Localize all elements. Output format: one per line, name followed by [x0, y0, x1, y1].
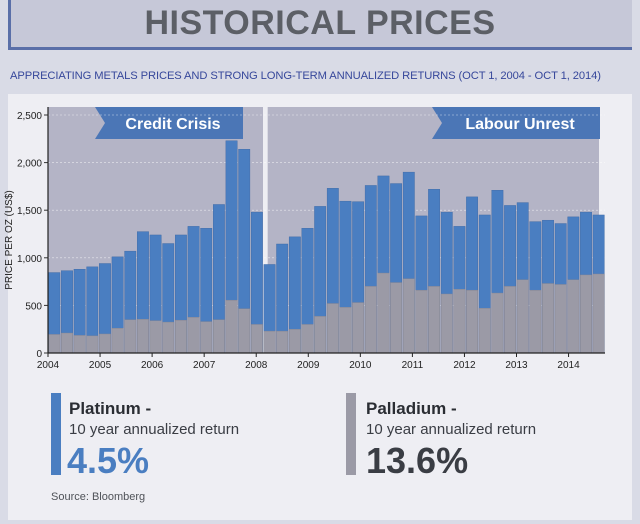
palladium-bar: [276, 330, 289, 354]
xtick-label: 2007: [193, 360, 216, 371]
xtick-label: 2014: [557, 360, 580, 371]
ytick-label: 1,500: [17, 206, 42, 217]
palladium-bar: [326, 303, 339, 354]
palladium-bar: [175, 319, 187, 354]
platinum-legend-subtitle: 10 year annualized return: [69, 421, 240, 438]
palladium-bar: [529, 289, 542, 354]
palladium-bar: [580, 274, 592, 354]
palladium-bar: [377, 272, 390, 354]
palladium-bar: [263, 330, 276, 354]
palladium-bar: [162, 321, 175, 354]
palladium-bar: [73, 335, 86, 354]
xtick-label: 2008: [245, 360, 268, 371]
palladium-bar: [440, 293, 453, 354]
xtick-label: 2012: [453, 360, 476, 371]
palladium-bar: [225, 299, 238, 354]
xtick-label: 2004: [37, 360, 60, 371]
palladium-bar: [61, 332, 73, 354]
palladium-bar: [491, 292, 504, 354]
palladium-bar: [466, 289, 478, 354]
xtick-label: 2005: [89, 360, 112, 371]
xtick-label: 2013: [505, 360, 528, 371]
source-note: Source: Bloomberg: [51, 491, 146, 503]
palladium-legend-title: Palladium -: [366, 399, 457, 418]
palladium-legend-swatch: [346, 393, 356, 475]
palladium-bar: [149, 320, 162, 354]
ytick-label: 2,500: [17, 111, 42, 122]
y-axis-title: PRICE PER OZ (US$): [4, 190, 15, 289]
palladium-return-value: 13.6%: [366, 440, 469, 481]
palladium-bar: [137, 319, 149, 354]
xtick-label: 2010: [349, 360, 372, 371]
palladium-bar: [554, 284, 567, 354]
ytick-label: 1,000: [17, 254, 42, 265]
page-title: HISTORICAL PRICES: [144, 4, 496, 42]
palladium-bar: [301, 324, 314, 354]
palladium-bar: [48, 334, 61, 354]
palladium-bar: [390, 282, 403, 354]
palladium-bar: [124, 319, 137, 354]
credit-crisis-banner-label: Credit Crisis: [125, 116, 220, 133]
credit-crisis-banner: Credit Crisis: [95, 107, 243, 139]
palladium-bar: [402, 278, 415, 354]
palladium-bar: [453, 289, 466, 354]
ytick-label: 500: [25, 301, 42, 312]
platinum-legend-title: Platinum -: [69, 399, 152, 418]
palladium-bar: [415, 289, 428, 354]
palladium-bar: [314, 316, 327, 354]
palladium-bar: [592, 273, 605, 354]
title-band: HISTORICAL PRICES: [0, 0, 640, 60]
palladium-bar: [250, 324, 263, 354]
palladium-bar: [504, 286, 516, 354]
xtick-label: 2006: [141, 360, 164, 371]
palladium-bar: [200, 321, 213, 354]
palladium-legend-subtitle: 10 year annualized return: [366, 421, 537, 438]
xtick-label: 2011: [402, 360, 424, 371]
palladium-bar: [288, 329, 301, 354]
ytick-label: 2,000: [17, 159, 42, 170]
palladium-bar: [99, 333, 111, 354]
palladium-bar: [187, 317, 200, 354]
xtick-label: 2009: [297, 360, 320, 371]
palladium-bar: [516, 279, 529, 354]
labour-unrest-banner: Labour Unrest: [432, 107, 600, 139]
palladium-bar: [478, 308, 491, 354]
title-box: [8, 0, 632, 50]
palladium-bar: [111, 328, 124, 354]
chart-subtitle: APPRECIATING METALS PRICES AND STRONG LO…: [10, 70, 601, 82]
palladium-bar: [238, 308, 251, 354]
palladium-bar: [567, 279, 580, 354]
platinum-legend-swatch: [51, 393, 61, 475]
palladium-bar: [542, 283, 554, 354]
palladium-bar: [339, 307, 352, 354]
ytick-label: 0: [36, 349, 42, 360]
palladium-bar: [86, 335, 99, 354]
labour-unrest-banner-label: Labour Unrest: [465, 116, 575, 133]
palladium-bar: [428, 286, 440, 354]
platinum-return-value: 4.5%: [67, 440, 150, 481]
palladium-bar: [352, 302, 365, 354]
palladium-bar: [364, 286, 377, 354]
palladium-bar: [213, 319, 225, 354]
